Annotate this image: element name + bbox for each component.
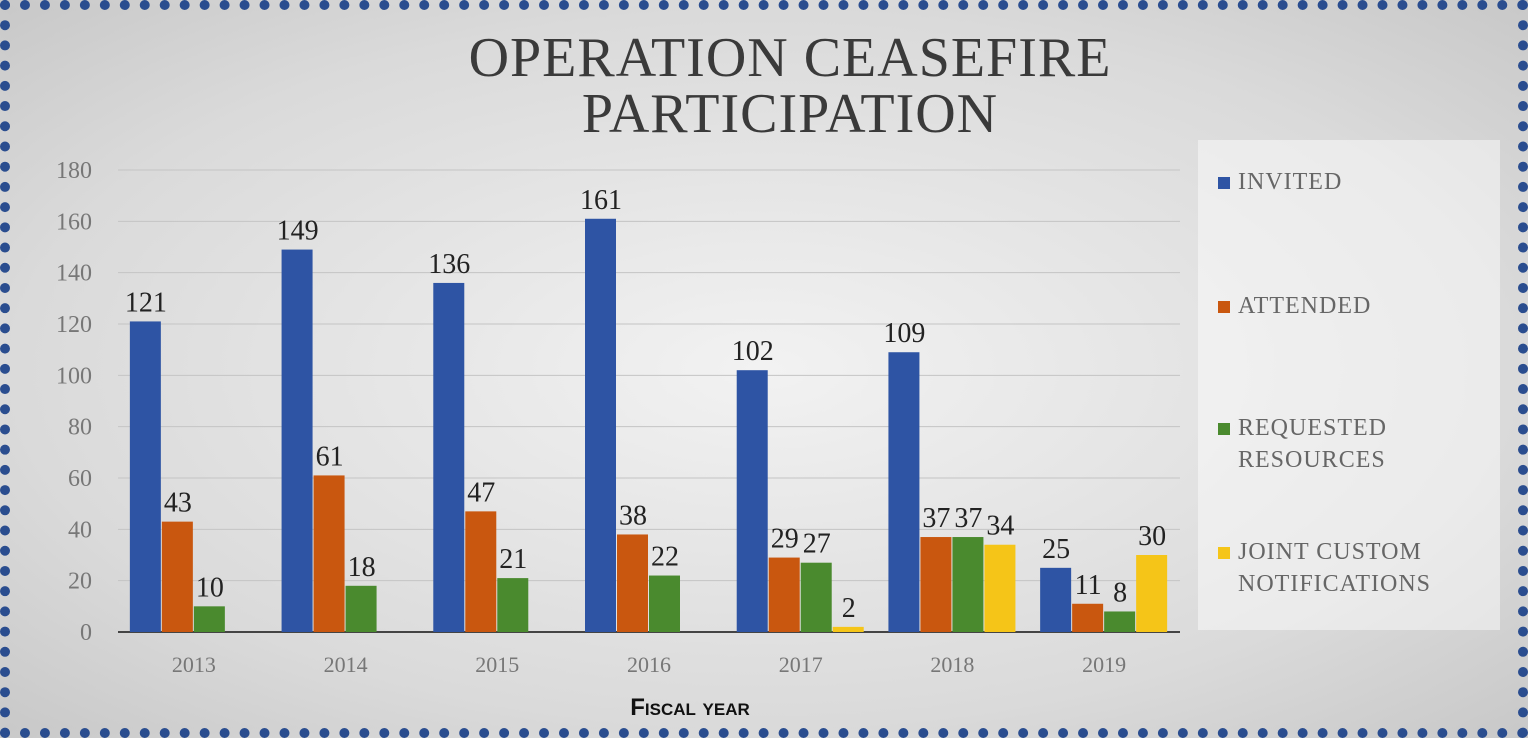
bar	[433, 282, 465, 632]
y-tick-label: 180	[56, 158, 92, 184]
bar	[1104, 611, 1136, 632]
y-tick-label: 140	[56, 261, 92, 287]
data-label: 21	[499, 544, 527, 575]
x-tick-label: 2013	[172, 652, 216, 677]
data-label: 2	[842, 593, 856, 624]
data-label: 29	[771, 524, 799, 555]
data-label: 102	[732, 336, 774, 367]
bar	[345, 585, 377, 632]
legend-label: JOINT CUSTOM NOTIFICATIONS	[1238, 539, 1431, 597]
legend: INVITED ATTENDED REQUESTED RESOURCES JOINT …	[1198, 140, 1500, 630]
bar	[161, 521, 193, 632]
data-label: 37	[954, 503, 982, 534]
bar	[617, 534, 648, 632]
data-label: 30	[1138, 521, 1166, 552]
bar	[952, 537, 984, 632]
bar	[585, 218, 616, 632]
bar	[1072, 603, 1104, 632]
bar	[281, 249, 313, 633]
bar	[465, 511, 497, 632]
bar	[649, 575, 680, 632]
legend-swatch	[1218, 423, 1230, 435]
y-tick-label: 20	[68, 569, 92, 595]
chart-title: OPERATION CEASEFIRE PARTICIPATION	[468, 27, 1112, 145]
x-tick-label: 2014	[324, 652, 368, 677]
x-tick-label: 2016	[627, 652, 671, 677]
data-label: 34	[986, 511, 1014, 542]
legend-swatch	[1218, 301, 1230, 313]
legend-label: ATTENDED	[1238, 293, 1372, 319]
x-tick-label: 2018	[930, 652, 974, 677]
data-label: 136	[428, 249, 470, 280]
y-tick-label: 80	[68, 415, 92, 441]
data-label: 8	[1113, 577, 1127, 608]
data-label: 38	[619, 500, 647, 531]
y-tick-label: 60	[68, 466, 92, 492]
data-label: 121	[125, 287, 167, 318]
legend-swatch	[1218, 177, 1230, 189]
legend-swatch	[1218, 547, 1230, 559]
data-label: 37	[922, 503, 950, 534]
x-axis-label: Fiscal year	[630, 694, 750, 721]
y-tick-label: 160	[56, 209, 92, 235]
y-tick-label: 120	[56, 312, 92, 338]
bar	[800, 562, 832, 632]
y-tick-label: 100	[56, 363, 92, 389]
legend-entry: ATTENDED	[1218, 290, 1498, 322]
data-label: 43	[164, 488, 192, 519]
y-tick-label: 40	[68, 517, 92, 543]
data-label: 25	[1042, 534, 1070, 565]
data-label: 10	[196, 572, 224, 603]
bar	[129, 321, 161, 632]
x-tick-label: 2017	[779, 652, 823, 677]
legend-entry: INVITED	[1218, 166, 1498, 198]
legend-entry: JOINT CUSTOM NOTIFICATIONS	[1218, 536, 1498, 600]
bar	[984, 544, 1016, 632]
bar	[736, 370, 768, 632]
data-label: 18	[348, 552, 376, 583]
bar	[497, 578, 529, 632]
legend-entry: REQUESTED RESOURCES	[1218, 412, 1498, 476]
bar	[193, 606, 225, 632]
bar	[888, 352, 920, 632]
legend-label: INVITED	[1238, 169, 1343, 195]
data-label: 109	[883, 318, 925, 349]
x-tick-label: 2019	[1082, 652, 1126, 677]
data-label: 11	[1075, 570, 1102, 601]
data-label: 61	[316, 441, 344, 472]
bar	[920, 537, 952, 632]
data-label: 47	[467, 477, 495, 508]
bar	[1040, 567, 1072, 632]
x-tick-label: 2015	[475, 652, 519, 677]
data-label: 22	[651, 542, 679, 573]
y-tick-label: 0	[80, 620, 92, 646]
data-label: 149	[277, 216, 319, 247]
bar	[1136, 555, 1168, 632]
bar	[832, 626, 864, 632]
legend-label: REQUESTED RESOURCES	[1238, 415, 1387, 473]
data-label: 27	[803, 529, 831, 560]
bar	[313, 475, 345, 632]
data-label: 161	[580, 185, 622, 216]
bar	[768, 557, 800, 632]
